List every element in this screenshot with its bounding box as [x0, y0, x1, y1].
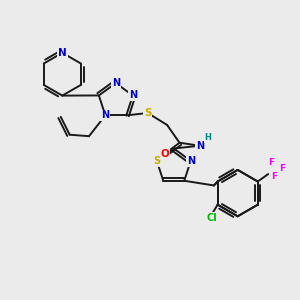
- Text: F: F: [271, 172, 277, 181]
- Text: S: S: [153, 156, 161, 166]
- Text: N: N: [101, 110, 110, 120]
- Text: N: N: [58, 48, 67, 58]
- Text: F: F: [279, 164, 285, 172]
- Text: F: F: [268, 158, 274, 167]
- Text: N: N: [187, 156, 195, 166]
- Text: N: N: [129, 90, 137, 100]
- Text: N: N: [112, 78, 120, 88]
- Text: N: N: [196, 141, 204, 151]
- Text: H: H: [205, 133, 212, 142]
- Text: O: O: [160, 149, 169, 159]
- Text: S: S: [144, 108, 152, 118]
- Text: Cl: Cl: [207, 213, 217, 223]
